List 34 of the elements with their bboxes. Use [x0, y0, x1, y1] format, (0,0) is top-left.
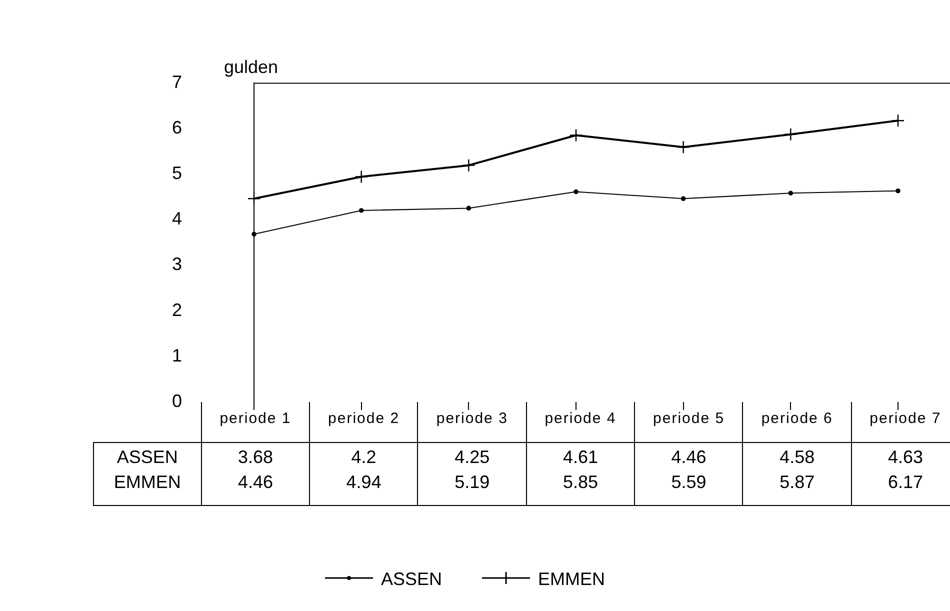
- data-label: 5.87: [742, 472, 852, 506]
- data-label: 6.17: [851, 472, 950, 506]
- legend-label: EMMEN: [94, 472, 202, 506]
- y-tick-label: 5: [172, 162, 182, 183]
- x-tick-label: periode 3: [418, 402, 526, 442]
- x-tick-label: periode 5: [634, 402, 743, 442]
- y-tick-label: 3: [172, 254, 182, 274]
- x-tick-label: periode 1: [201, 402, 310, 442]
- y-tick-label: 2: [172, 300, 182, 320]
- y-axis-title: gulden: [224, 56, 278, 77]
- data-label: 4.94: [310, 472, 418, 506]
- y-tick-label: 6: [172, 117, 182, 138]
- data-label: 4.58: [742, 442, 852, 472]
- data-label: 4.25: [418, 442, 526, 472]
- x-tick-label: periode 2: [310, 402, 418, 442]
- data-label: 4.2: [310, 442, 418, 472]
- text: EMMEN: [538, 568, 606, 589]
- y-tick-label: 4: [172, 208, 182, 229]
- data-label: 5.19: [418, 472, 526, 506]
- x-tick-label: periode 7: [851, 402, 950, 442]
- y-tick-label: 0: [172, 390, 182, 411]
- data-label: 5.59: [634, 472, 743, 506]
- data-label: 4.46: [201, 472, 310, 506]
- data-label: 5.85: [526, 472, 635, 506]
- y-tick-label: 7: [172, 72, 182, 92]
- data-label: 3.68: [201, 442, 310, 472]
- data-label: 4.61: [526, 442, 635, 472]
- x-tick-label: periode 4: [526, 402, 635, 442]
- x-tick-label: periode 6: [742, 402, 852, 442]
- text: ASSEN: [381, 568, 442, 589]
- data-label: 4.63: [851, 442, 950, 472]
- legend-label: ASSEN: [94, 442, 202, 472]
- y-tick-label: 1: [172, 345, 182, 366]
- data-label: 4.46: [634, 442, 743, 472]
